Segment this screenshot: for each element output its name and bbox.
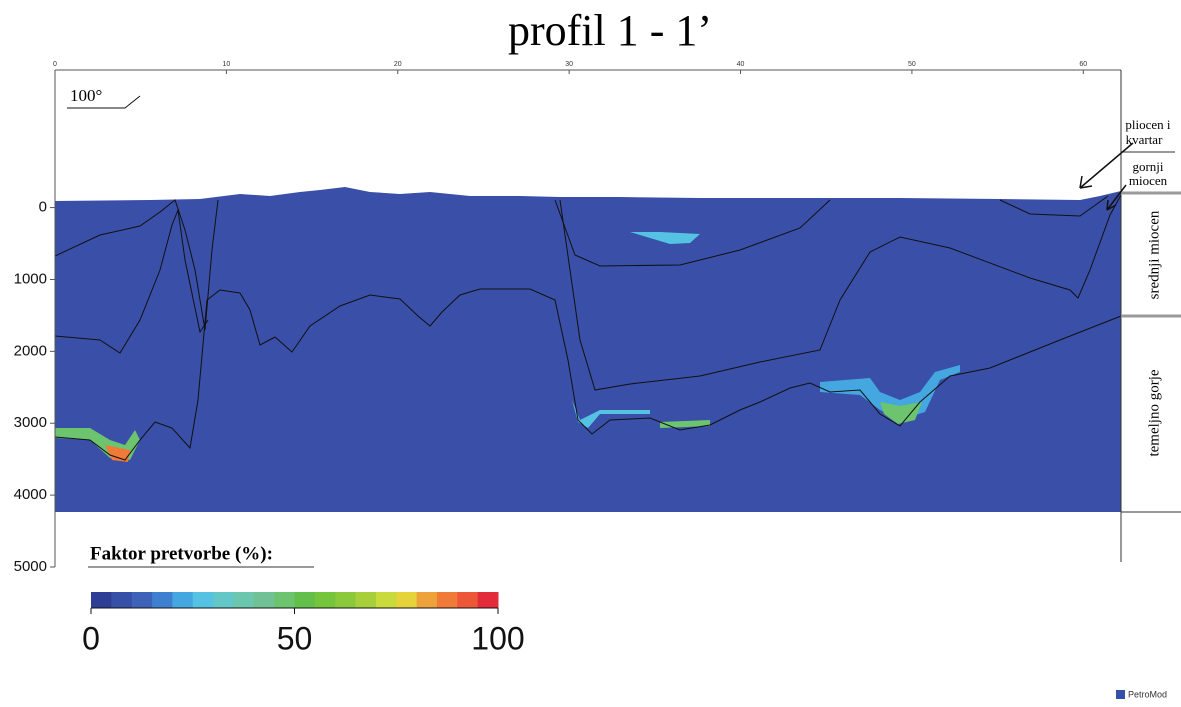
hotspot — [880, 402, 922, 424]
y-tick-label: 4000 — [14, 486, 47, 503]
layer-label: gornji — [1132, 159, 1163, 174]
colorbar-cell — [253, 592, 275, 608]
chart-title: profil 1 - 1’ — [508, 6, 712, 55]
colorbar-cell — [314, 592, 336, 608]
logo: PetroMod — [1128, 689, 1167, 699]
layer-label: pliocen i — [1125, 117, 1171, 132]
colorbar-cell — [457, 592, 479, 608]
dip-symbol — [67, 95, 141, 109]
colorbar-cell — [213, 592, 234, 608]
x-tick-label: 40 — [737, 61, 745, 68]
horizon — [54, 208, 209, 354]
x-tick-label: 0 — [53, 61, 57, 68]
y-tick-label: 2000 — [14, 342, 47, 359]
layer-label: temeljno gorje — [1146, 369, 1162, 456]
colorbar-tick-label: 50 — [277, 620, 313, 656]
hotspot — [105, 445, 130, 462]
colorbar-tick-label: 0 — [82, 620, 100, 656]
colorbar-cell — [335, 592, 357, 608]
y-tick-label: 0 — [39, 199, 47, 216]
arrow — [1106, 184, 1127, 211]
colorbar-cell — [436, 592, 458, 608]
x-tick-label: 20 — [394, 61, 402, 68]
horizon — [559, 194, 1122, 391]
x-tick-label: 30 — [565, 61, 573, 68]
x-tick-label: 50 — [908, 61, 916, 68]
y-tick-label: 1000 — [14, 270, 47, 287]
colorbar-cell — [294, 592, 316, 608]
colorbar-cell — [131, 592, 153, 608]
y-tick-label: 3000 — [14, 414, 47, 431]
hotspot — [820, 365, 960, 420]
dip-label: 100° — [70, 86, 102, 105]
colorbar-tick-label: 100 — [471, 620, 524, 656]
hotspot — [630, 232, 700, 244]
y-tick-label: 5000 — [14, 558, 47, 575]
horizon — [554, 199, 831, 267]
hotspot — [572, 400, 650, 428]
colorbar-cell — [274, 592, 295, 608]
layer-label: srednji miocen — [1146, 210, 1162, 299]
x-tick-label: 60 — [1079, 61, 1087, 68]
hotspot — [660, 420, 710, 428]
colorbar-cell — [233, 592, 255, 608]
colorbar-cell — [355, 592, 377, 608]
horizon — [999, 195, 1109, 217]
section — [55, 187, 1121, 512]
colorbar-cell — [477, 592, 499, 608]
colorbar-cell — [172, 592, 194, 608]
colorbar-cell — [375, 592, 397, 608]
layer-label: miocen — [1129, 173, 1168, 188]
colorbar-cell — [111, 592, 133, 608]
layer-label: kvartar — [1126, 132, 1163, 147]
colorbar-cell — [91, 592, 112, 608]
colorbar-cell — [152, 592, 173, 608]
horizon — [54, 199, 219, 331]
colorbar-cell — [192, 592, 214, 608]
colorbar-title: Faktor pretvorbe (%): — [90, 543, 273, 564]
logo-icon — [1116, 690, 1125, 699]
horizon — [54, 288, 1122, 461]
colorbar-cell — [396, 592, 418, 608]
colorbar-cell — [416, 592, 438, 608]
x-tick-label: 10 — [222, 61, 230, 68]
arrow — [1079, 142, 1134, 189]
